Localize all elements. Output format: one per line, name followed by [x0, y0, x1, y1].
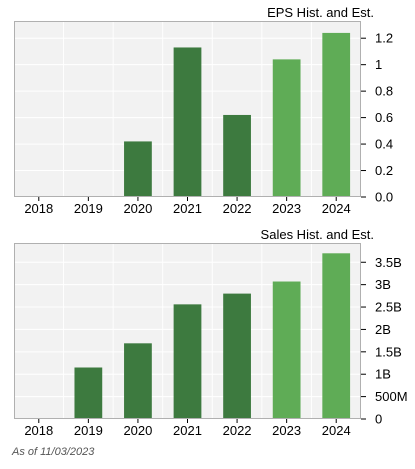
sales-bar-2019	[74, 367, 103, 419]
sales-x-tick-label: 2023	[272, 423, 301, 438]
sales-bar-2022	[223, 293, 251, 419]
eps-chart-title: EPS Hist. and Est.	[267, 5, 374, 20]
sales-x-tick-label: 2022	[223, 423, 252, 438]
eps-bar-2021	[173, 47, 202, 198]
as-of-date: As of 11/03/2023	[12, 446, 95, 458]
eps-y-tick-label: 1.2	[375, 31, 393, 46]
eps-x-tick-label: 2022	[223, 201, 252, 216]
eps-plot-frame	[14, 21, 361, 197]
sales-bar-2024	[322, 253, 351, 419]
eps-bar-2020	[124, 141, 152, 197]
sales-y-tick-label: 0	[375, 412, 382, 427]
sales-bar-2020	[124, 343, 152, 419]
eps-x-tick-label: 2018	[24, 201, 53, 216]
eps-y-tick-label: 1	[375, 57, 382, 72]
sales-bar-2021	[173, 304, 202, 419]
sales-y-tick-label: 1B	[375, 367, 391, 382]
eps-x-tick-label: 2024	[322, 201, 351, 216]
sales-chart-title: Sales Hist. and Est.	[260, 227, 374, 242]
eps-x-tick-label: 2023	[272, 201, 301, 216]
eps-bar-2023	[272, 59, 301, 197]
sales-y-tick-label: 500M	[375, 389, 408, 404]
eps-y-tick-label: 0.4	[375, 137, 393, 152]
sales-plot-frame	[14, 243, 361, 419]
eps-x-tick-label: 2021	[173, 201, 202, 216]
sales-x-tick-label: 2018	[24, 423, 53, 438]
sales-bar-2023	[272, 281, 301, 419]
eps-bar-2022	[223, 114, 251, 197]
sales-y-tick-label: 2.5B	[375, 300, 402, 315]
eps-y-tick-label: 0.6	[375, 110, 393, 125]
eps-y-tick-label: 0.8	[375, 84, 393, 99]
sales-y-tick-label: 1.5B	[375, 344, 402, 359]
eps-y-tick-label: 0.0	[375, 190, 393, 205]
sales-y-tick-label: 3.5B	[375, 255, 402, 270]
sales-x-tick-label: 2024	[322, 423, 351, 438]
sales-y-tick-label: 2B	[375, 322, 391, 337]
eps-x-tick-label: 2019	[74, 201, 103, 216]
sales-x-tick-label: 2019	[74, 423, 103, 438]
sales-x-tick-label: 2021	[173, 423, 202, 438]
sales-x-tick-label: 2020	[123, 423, 152, 438]
eps-x-tick-label: 2020	[123, 201, 152, 216]
eps-bar-2024	[322, 32, 351, 197]
sales-y-tick-label: 3B	[375, 277, 391, 292]
eps-y-tick-label: 0.2	[375, 163, 393, 178]
